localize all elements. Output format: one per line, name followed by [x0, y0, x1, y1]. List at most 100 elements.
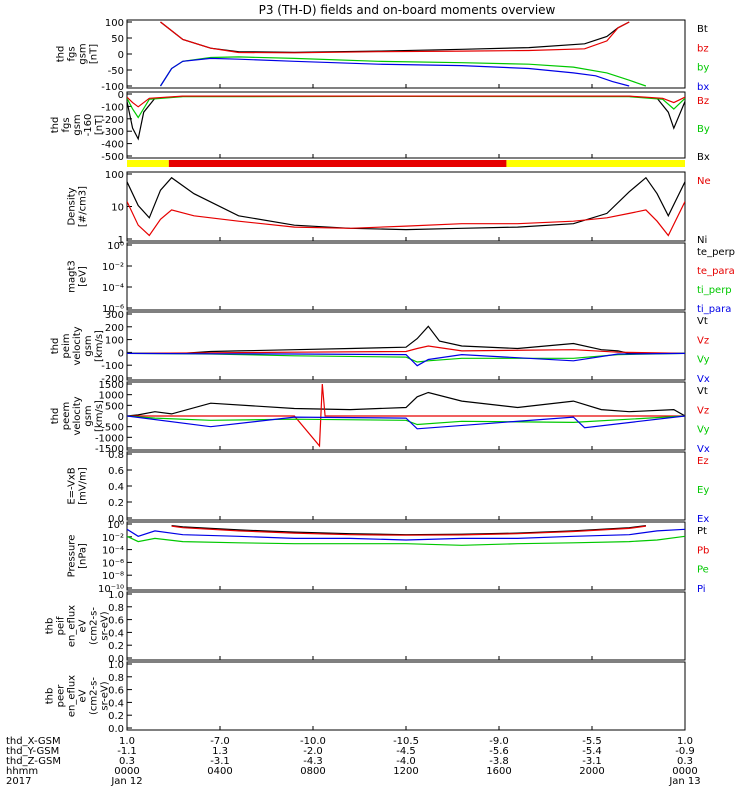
ytick-label: -500: [101, 152, 124, 163]
ylabel-line: [nT]: [89, 44, 100, 64]
ytick-label: 50: [111, 34, 124, 45]
legend-bx: bx: [697, 82, 709, 93]
footer-value: -0.9: [675, 746, 695, 757]
footer-value: -4.5: [396, 746, 416, 757]
series-Pi: [127, 528, 685, 541]
ytick-label: 10⁻⁶: [102, 558, 124, 569]
panel-frame: [126, 521, 686, 591]
ylabel-line: gsm: [78, 43, 89, 64]
footer-value: -3.1: [582, 756, 602, 767]
panel-frame: [126, 171, 686, 242]
series-Vx: [127, 415, 685, 430]
series-Bx: [127, 95, 685, 141]
footer-value: -3.8: [489, 756, 509, 767]
ytick-label: 100: [105, 18, 124, 29]
ylabel: thdfgsgsm[nT]: [56, 43, 100, 64]
footer-value: 1.0: [119, 736, 135, 747]
ytick-label: 0.4: [108, 482, 124, 493]
ytick-label: 10⁻²: [102, 262, 124, 273]
series-Pe: [127, 535, 685, 546]
series-Vy: [127, 352, 685, 363]
legend-Vy: Vy: [697, 425, 710, 436]
ylabel-line: velocity: [72, 326, 83, 365]
legend-te_perp: te_perp: [697, 247, 735, 258]
series-bz: [160, 21, 630, 54]
panel-fgs-bx: 0-100 -200-300 -400-500 thdfgsgsm-160[nT] Bz…: [50, 90, 710, 163]
panel-frame: [126, 311, 686, 381]
series-Vy: [127, 415, 685, 426]
ytick-label: 10⁻²: [102, 533, 124, 544]
ytick-label: 0.0: [108, 724, 124, 735]
ytick-label: 10: [111, 203, 124, 214]
legend-Bz: Bz: [697, 96, 709, 107]
status-bar: [127, 160, 685, 167]
series-Vt: [127, 391, 685, 417]
footer-value: 2000: [579, 766, 604, 777]
panel-frame: [126, 91, 686, 159]
ytick-label: 0: [118, 90, 124, 101]
legend-Ez: Ez: [697, 456, 709, 467]
legend-Pb: Pb: [697, 545, 709, 556]
ylabel-line: Pressure: [67, 535, 78, 578]
ytick-label: 0.0: [108, 654, 124, 665]
ylabel-line: sr-eV): [100, 611, 111, 640]
ytick-label: 0: [118, 348, 124, 359]
panel-efield: 0.8 0.6 0.4 0.2 0.0 E=-VxB[mV/m] Ez Ey Ex: [67, 450, 710, 525]
ytick-label: 1: [118, 235, 124, 246]
series-by: [159, 56, 647, 87]
legend-Pe: Pe: [697, 565, 709, 576]
ytick-label: 200: [105, 323, 124, 334]
panel-frame: [126, 591, 686, 661]
ylabel-line: gsm: [83, 335, 94, 356]
ytick-label: 10⁻⁸: [102, 571, 124, 582]
panel-temperature: 10⁰ 10⁻² 10⁻⁴ 10⁻⁶ magt3[eV] te_perp te_parati…: [67, 241, 736, 315]
series-By: [127, 95, 685, 119]
footer-row-label: thd_X-GSM: [6, 736, 61, 747]
footer-value: -3.1: [210, 756, 230, 767]
ytick-label: -400: [101, 140, 124, 151]
series-Ni: [127, 176, 685, 231]
ytick-label: 0.8: [108, 450, 124, 461]
series-Bz: [127, 95, 685, 108]
legend-Pi: Pi: [697, 584, 706, 595]
legend-Bt: Bt: [697, 24, 708, 35]
footer-row-label: hhmm: [6, 766, 38, 777]
legend-Ey: Ey: [697, 485, 709, 496]
legend-Pt: Pt: [697, 526, 707, 537]
ylabel-line: gsm: [83, 405, 94, 426]
footer-value: -10.0: [300, 736, 326, 747]
ytick-label: 10⁻⁴: [102, 283, 124, 294]
footer-value: -4.0: [396, 756, 416, 767]
ytick-label: 1.0: [108, 590, 124, 601]
legend-bz: bz: [697, 43, 709, 54]
ylabel-line: [nT]: [94, 115, 105, 135]
footer-value: 0.3: [677, 756, 693, 767]
status-segment: [127, 160, 169, 167]
ylabel-line: peim: [61, 333, 72, 358]
legend-by: by: [697, 63, 709, 74]
ylabel-line: E=-VxB: [67, 467, 78, 504]
footer-value: 1600: [486, 766, 511, 777]
ytick-label: 0.8: [108, 603, 124, 614]
footer-value: Jan 13: [668, 776, 700, 787]
series-Vt: [127, 325, 685, 354]
ephemeris-footer: thd_X-GSMthd_Y-GSMthd_Z-GSMhhmm20171.0-1…: [6, 736, 701, 787]
ylabel-line: [mV/m]: [78, 467, 89, 505]
ytick-label: -100: [101, 102, 124, 113]
ylabel-line: peif: [56, 616, 67, 635]
series-Vz: [127, 345, 685, 354]
ylabel: thdpeemvelocitygsm[km/s]: [50, 396, 105, 435]
footer-value: 0000: [672, 766, 697, 777]
ylabel-line: thd: [50, 117, 61, 134]
ytick-label: 0: [118, 412, 124, 423]
ytick-label: 0.0: [108, 514, 124, 525]
ylabel-line: sr-eV): [100, 681, 111, 710]
legend-Vy: Vy: [697, 355, 710, 366]
ytick-label: -200: [101, 115, 124, 126]
ytick-label: 300: [105, 310, 124, 321]
legend-Vz: Vz: [697, 335, 709, 346]
ytick-label: 0.4: [108, 698, 124, 709]
ylabel-line: en_eflux: [67, 675, 78, 717]
ytick-label: 0.2: [108, 641, 124, 652]
panel-fgs: 100 50 0 -50 -100 thdfgsgsm[nT] Bt bz by bx: [56, 18, 710, 93]
